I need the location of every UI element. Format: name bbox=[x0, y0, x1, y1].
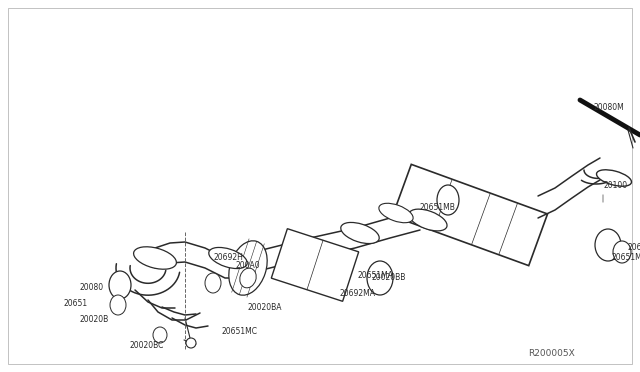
Text: 20020BC: 20020BC bbox=[130, 340, 164, 350]
Text: 20692H: 20692H bbox=[213, 253, 243, 263]
Text: 20651MC: 20651MC bbox=[222, 327, 258, 337]
Ellipse shape bbox=[437, 185, 459, 215]
Text: 20020BB: 20020BB bbox=[372, 273, 406, 282]
Ellipse shape bbox=[379, 203, 413, 223]
Text: 20080: 20080 bbox=[80, 283, 104, 292]
Text: 20692MA: 20692MA bbox=[340, 289, 376, 298]
Text: 20020BA: 20020BA bbox=[248, 304, 282, 312]
Text: 200A0: 200A0 bbox=[235, 260, 260, 269]
Ellipse shape bbox=[110, 295, 126, 315]
Ellipse shape bbox=[209, 247, 247, 269]
Ellipse shape bbox=[409, 209, 447, 231]
Text: 20100: 20100 bbox=[603, 180, 627, 189]
Ellipse shape bbox=[240, 268, 256, 288]
Bar bbox=[392, 164, 548, 266]
Text: 20651M: 20651M bbox=[612, 253, 640, 263]
Text: 20651MB: 20651MB bbox=[420, 203, 456, 212]
Text: 20080M: 20080M bbox=[594, 103, 625, 112]
Ellipse shape bbox=[186, 338, 196, 348]
Text: 20020B: 20020B bbox=[80, 315, 109, 324]
Ellipse shape bbox=[340, 222, 380, 244]
Text: 20651: 20651 bbox=[64, 298, 88, 308]
Text: 20651MA: 20651MA bbox=[358, 272, 394, 280]
Ellipse shape bbox=[595, 229, 621, 261]
Ellipse shape bbox=[229, 241, 267, 295]
Ellipse shape bbox=[613, 241, 631, 263]
Text: R200005X: R200005X bbox=[528, 349, 575, 358]
Ellipse shape bbox=[596, 170, 632, 186]
Ellipse shape bbox=[367, 261, 393, 295]
Bar bbox=[271, 229, 358, 301]
Ellipse shape bbox=[109, 271, 131, 299]
Text: 20651MB: 20651MB bbox=[628, 244, 640, 253]
Ellipse shape bbox=[134, 247, 177, 269]
Ellipse shape bbox=[205, 273, 221, 293]
Ellipse shape bbox=[153, 327, 167, 343]
